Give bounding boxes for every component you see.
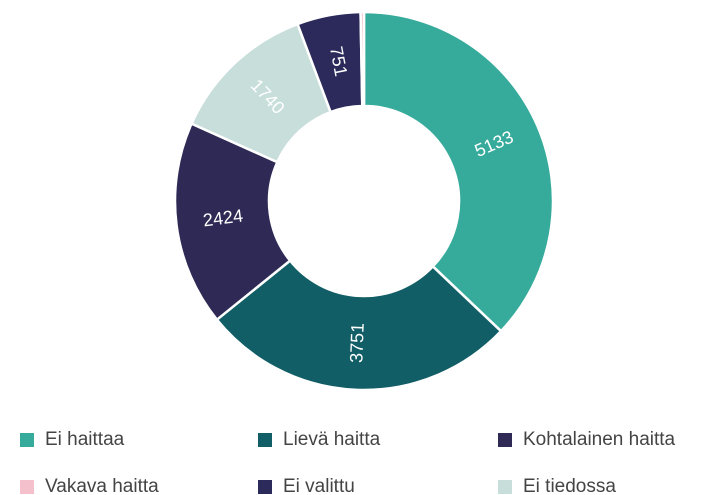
legend-swatch <box>20 480 34 494</box>
data-label: 3751 <box>346 322 368 363</box>
legend-label: Ei valittu <box>283 476 355 495</box>
legend-swatch <box>20 433 34 447</box>
legend-swatch <box>498 480 512 494</box>
donut-slice <box>362 10 555 333</box>
legend-label: Lievä haitta <box>283 429 381 450</box>
legend-swatch <box>498 433 512 447</box>
legend-label: Vakava haitta <box>45 476 159 495</box>
donut-slice <box>359 10 366 108</box>
legend-swatch <box>258 480 272 494</box>
donut-slice <box>173 121 292 322</box>
legend-label: Ei tiedossa <box>523 476 616 495</box>
legend-label: Ei haittaa <box>45 429 125 450</box>
legend-label: Kohtalainen haitta <box>523 429 676 450</box>
legend-swatch <box>258 433 272 447</box>
donut-slice <box>215 258 503 392</box>
